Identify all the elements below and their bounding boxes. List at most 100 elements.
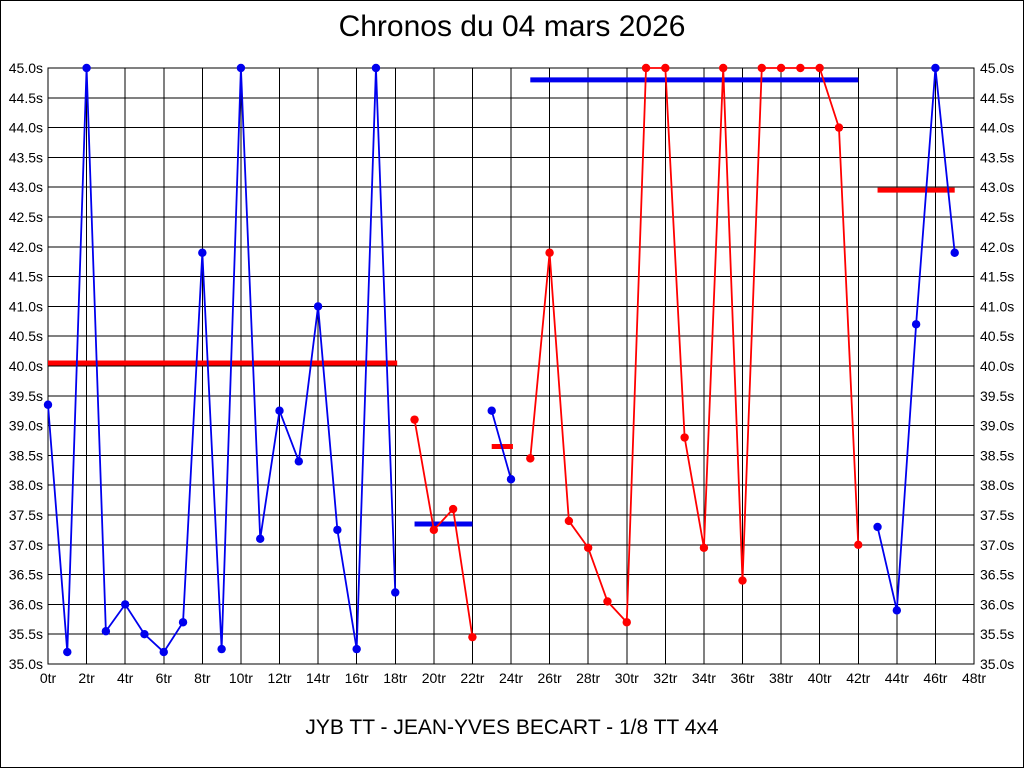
heat-5-blue-point-marker [873, 522, 882, 532]
y-axis-tick-label-right: 39.0s [980, 418, 1014, 434]
x-axis-tick-label: 34tr [692, 670, 716, 686]
y-axis-tick-label-right: 36.0s [980, 596, 1014, 612]
heat-1-blue-point-marker [236, 63, 246, 73]
y-axis-tick-label-right: 38.0s [980, 477, 1014, 493]
x-axis-tick-label: 10tr [229, 670, 253, 686]
x-axis-tick-label: 4tr [117, 670, 134, 686]
heat-1-blue-point-marker [120, 600, 130, 609]
y-axis-tick-label-right: 40.0s [980, 358, 1014, 374]
x-axis-tick-label: 14tr [306, 670, 330, 686]
heat-1-blue-point-marker [275, 406, 284, 415]
heat-4-red-point-marker [776, 63, 786, 73]
x-axis-tick-label: 42tr [846, 670, 870, 686]
heat-3-blue-line [490, 410, 512, 480]
x-axis-tick-label: 16tr [345, 670, 369, 686]
heat-4-red-point-marker [526, 454, 535, 463]
x-axis-tick-label: 28tr [576, 670, 600, 686]
heat-2-red-point-marker [468, 632, 477, 642]
heat-4-red-point-marker [699, 543, 709, 552]
y-axis-tick-label-left: 38.0s [9, 477, 43, 493]
y-axis-tick-label-left: 42.0s [9, 239, 43, 255]
chart-title: Chronos du 04 mars 2026 [338, 10, 686, 43]
x-axis-tick-label: 30tr [615, 670, 639, 686]
heat-3-blue-point-marker [487, 406, 496, 415]
heat-1-blue-point-marker [333, 525, 342, 535]
driver-footer: JYB TT - JEAN-YVES BECART - 1/8 TT 4x4 [305, 716, 719, 739]
y-axis-tick-label-left: 36.0s [9, 596, 43, 612]
heat-1-blue-point-marker [159, 647, 168, 657]
y-axis-tick-label-left: 39.5s [9, 388, 43, 404]
x-axis-tick-label: 40tr [808, 670, 832, 686]
heat-4-red-point-marker [854, 540, 863, 549]
y-axis-tick-label-left: 43.0s [9, 179, 43, 195]
heat-1-blue-point-marker [101, 627, 111, 636]
x-axis-tick-label: 44tr [885, 670, 909, 686]
y-axis-tick-label-left: 41.5s [9, 269, 43, 285]
x-axis-tick-label: 26tr [538, 670, 562, 686]
y-axis-tick-label-right: 39.5s [980, 388, 1014, 404]
x-axis-tick-label: 20tr [422, 670, 446, 686]
y-axis-tick-label-left: 40.5s [9, 328, 43, 344]
y-axis-tick-label-right: 35.5s [980, 626, 1014, 642]
heat-5-blue-point-marker [931, 63, 940, 73]
y-axis-tick-label-left: 37.5s [9, 507, 43, 523]
x-axis-tick-label: 12tr [267, 670, 291, 686]
y-axis-tick-label-left: 45.0s [9, 60, 43, 76]
y-axis-tick-label-right: 42.5s [980, 209, 1014, 225]
heat-5-blue-point-marker [911, 320, 921, 329]
heat-1-blue-point-marker [217, 644, 226, 654]
plot-frame [47, 67, 975, 665]
y-axis-tick-label-left: 41.0s [9, 298, 43, 314]
y-axis-tick-label-right: 41.5s [980, 269, 1014, 285]
heat-1-blue-point-marker [294, 457, 303, 466]
heat-2-red-point-marker [429, 525, 439, 535]
heat-4-red-point-marker [738, 576, 747, 585]
x-axis-tick-label: 48tr [962, 670, 986, 686]
heat-4-red-line [529, 67, 860, 624]
y-axis-tick-label-right: 44.5s [980, 90, 1014, 106]
x-axis-tick-label: 0tr [40, 670, 57, 686]
heat-4-red-point-marker [680, 433, 689, 442]
heat-4-red-point-marker [545, 248, 554, 257]
heat-4-red-point-marker [661, 63, 670, 73]
heat-4-red-point-marker [796, 63, 805, 73]
heat-4-red-point-marker [641, 63, 651, 73]
heat-5-blue-point-marker [892, 606, 902, 615]
y-axis-tick-label-right: 37.0s [980, 537, 1014, 553]
y-axis-tick-label-left: 38.5s [9, 447, 43, 463]
heat-4-red-point-marker [583, 543, 593, 552]
y-axis-tick-label-right: 42.0s [980, 239, 1014, 255]
y-axis-tick-label-left: 36.5s [9, 567, 43, 583]
heat-1-blue-point-marker [371, 63, 381, 73]
y-axis-tick-label-left: 39.0s [9, 418, 43, 434]
heat-1-blue-point-marker [63, 647, 72, 657]
y-axis-tick-label-left: 44.5s [9, 90, 43, 106]
y-axis-tick-label-right: 36.5s [980, 567, 1014, 583]
heat-5-blue-point-marker [950, 248, 959, 257]
y-axis-tick-label-right: 43.0s [980, 179, 1014, 195]
y-axis-tick-label-right: 35.0s [980, 656, 1014, 672]
x-axis-tick-label: 46tr [923, 670, 947, 686]
x-axis-tick-label: 36tr [730, 670, 754, 686]
heat-4-red-point-marker [603, 597, 612, 606]
x-axis-tick-label: 22tr [460, 670, 484, 686]
heat-4-red-point-marker [834, 123, 844, 132]
y-axis-tick-label-right: 45.0s [980, 60, 1014, 76]
heat-1-blue-point-marker [43, 400, 53, 409]
x-axis-tick-label: 2tr [78, 670, 95, 686]
heat-4-red-point-marker [815, 63, 824, 73]
heat-5-blue-line [876, 67, 956, 612]
x-axis-tick-label: 8tr [194, 670, 211, 686]
heat-3-blue-point-marker [506, 475, 516, 484]
x-axis-tick-label: 24tr [499, 670, 523, 686]
y-axis-tick-label-left: 37.0s [9, 537, 43, 553]
heat-1-blue-point-marker [140, 630, 149, 639]
y-axis-tick-label-right: 43.5s [980, 149, 1014, 165]
heat-2-red-point-marker [410, 415, 419, 424]
y-axis-tick-label-right: 40.5s [980, 328, 1014, 344]
y-axis-tick-label-left: 42.5s [9, 209, 43, 225]
y-axis-tick-label-left: 35.5s [9, 626, 43, 642]
heat-1-blue-point-marker [352, 644, 361, 654]
y-axis-tick-label-left: 35.0s [9, 656, 43, 672]
